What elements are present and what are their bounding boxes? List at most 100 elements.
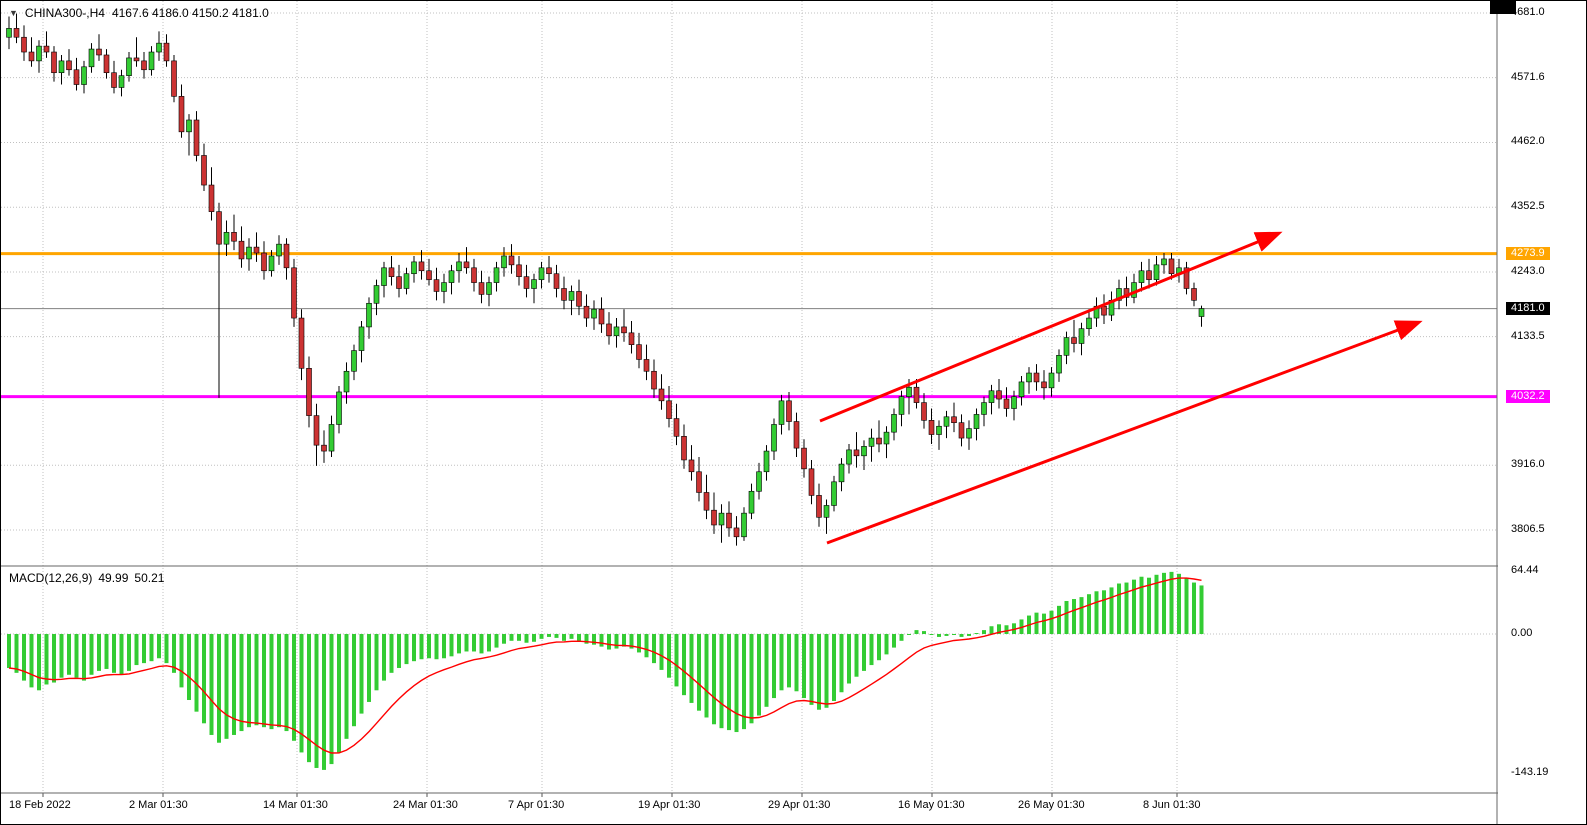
candle-body (261, 252, 267, 272)
candle-body (396, 276, 402, 289)
candle-body (973, 414, 980, 429)
macd-bar (757, 634, 761, 716)
macd-bar (539, 634, 544, 639)
candle-body (463, 261, 470, 269)
macd-bar (179, 634, 184, 688)
macd-bar (944, 634, 949, 636)
current-price-tag: 4181.0 (1506, 301, 1550, 315)
macd-bar (1147, 577, 1151, 634)
price-axis-label: 4681.0 (1511, 6, 1545, 18)
macd-bar (1094, 591, 1099, 634)
candle-body (306, 368, 312, 416)
symbol-period-label: CHINA300-,H4 (24, 6, 105, 20)
time-axis-label: 26 May 01:30 (1018, 799, 1085, 811)
macd-bar (277, 634, 281, 728)
candle-body (696, 471, 702, 493)
macd-bar (487, 634, 491, 652)
candle-body (358, 326, 365, 351)
macd-bar (952, 634, 956, 635)
candle-body (576, 291, 582, 307)
time-axis[interactable]: 18 Feb 2022 2 Mar 01:30 14 Mar 01:30 24 Mar… (1, 797, 1497, 824)
candle-body (553, 273, 560, 289)
macd-bar (29, 634, 34, 688)
macd-bar (1057, 605, 1061, 634)
macd-bar (637, 634, 641, 653)
candle-body (681, 435, 687, 461)
horizontal-lines-layer (1, 252, 1497, 399)
candle-body (598, 308, 605, 325)
macd-bar (937, 634, 941, 637)
candle-body (28, 51, 35, 62)
candle-body (201, 155, 207, 186)
candle-body (966, 428, 972, 439)
candle-body (1026, 372, 1032, 383)
candle-body (456, 261, 462, 272)
macd-bar (1117, 583, 1121, 634)
candle-body (388, 267, 395, 277)
macd-bar (997, 624, 1001, 634)
one-click-trading-arrow-icon[interactable]: ▼ (9, 7, 18, 18)
macd-bar (262, 634, 266, 728)
candle-body (231, 232, 237, 242)
macd-bar (1079, 597, 1084, 634)
candle-body (58, 60, 65, 74)
price-axis[interactable]: 4681.0 4571.6 4462.0 4352.5 4243.0 4133.5 3916… (1498, 1, 1586, 824)
candle-body (328, 424, 335, 452)
macd-bar (989, 626, 994, 634)
macd-bar (847, 634, 851, 684)
macd-bar (52, 634, 56, 683)
macd-bar (592, 634, 596, 645)
candle-body (883, 431, 890, 445)
candlestick-layer[interactable] (6, 13, 1205, 546)
price-axis-label: 3916.0 (1511, 458, 1545, 471)
macd-bar (427, 634, 431, 659)
candle-body (283, 243, 290, 269)
candle-body (268, 255, 275, 272)
candle-body (1056, 355, 1062, 374)
trend-arrow[interactable] (826, 320, 1423, 545)
candle-body (568, 291, 575, 301)
candle-body (531, 279, 537, 289)
candle-body (666, 400, 672, 419)
macd-bar (82, 634, 86, 681)
candle-body (508, 255, 515, 266)
macd-bar (547, 634, 551, 637)
macd-bar (614, 634, 619, 649)
candle-body (441, 282, 447, 292)
candle-body (808, 468, 815, 496)
candle-body (478, 282, 485, 295)
macd-bar (1102, 590, 1106, 634)
candle-body (831, 481, 837, 506)
macd-bar (1042, 613, 1046, 634)
macd-bar (659, 634, 664, 670)
candle-body (516, 264, 522, 277)
macd-bar (1132, 579, 1136, 634)
macd-bar (569, 634, 574, 639)
trend-arrow[interactable] (819, 231, 1283, 423)
macd-bar (562, 634, 566, 641)
macd-bar (869, 634, 874, 666)
macd-bar (712, 634, 716, 725)
macd-bar (832, 634, 836, 701)
candle-body (148, 51, 155, 71)
time-axis-label: 2 Mar 01:30 (129, 799, 188, 811)
macd-bar (299, 634, 304, 753)
candle-body (216, 211, 222, 245)
macd-bar (232, 634, 236, 735)
candle-body (913, 386, 920, 403)
candle-body (718, 512, 725, 526)
candle-body (1093, 305, 1100, 319)
macd-bar (1012, 623, 1016, 634)
candle-body (373, 285, 380, 304)
candle-body (1063, 337, 1070, 356)
candle-body (876, 437, 882, 445)
candle-body (171, 60, 177, 97)
candle-body (1003, 398, 1010, 409)
macd-bar (449, 634, 454, 657)
macd-bar (1072, 599, 1076, 634)
macd-bar (959, 634, 964, 637)
macd-bar (689, 634, 694, 703)
macd-bar (524, 634, 529, 643)
